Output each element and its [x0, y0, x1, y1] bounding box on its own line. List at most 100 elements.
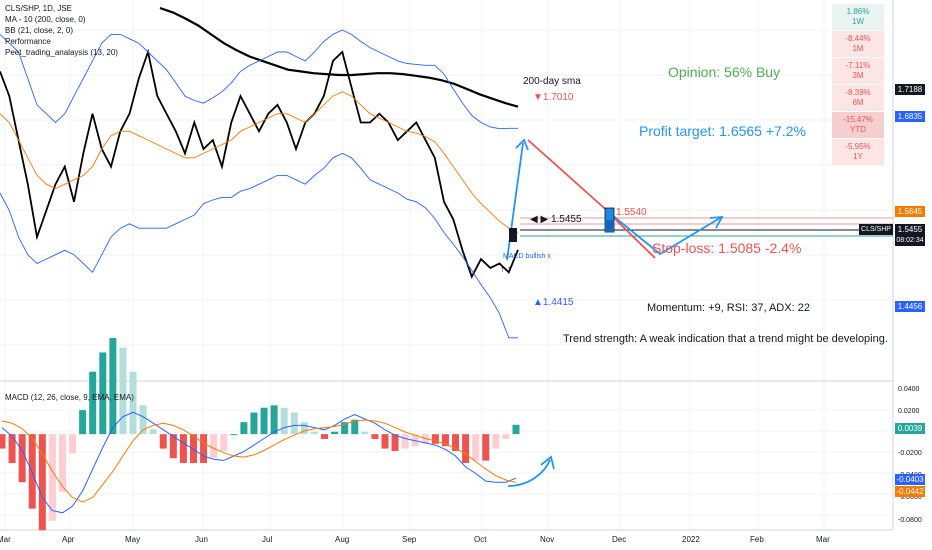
grid	[0, 0, 893, 530]
trend-strength-text: Trend strength: A weak indication that a…	[563, 333, 888, 345]
series-bb-lower[interactable]	[0, 152, 518, 339]
time-axis-label: Apr	[62, 535, 75, 544]
price-tag: 1.5455 08:02:34	[895, 224, 925, 246]
macd-histogram-bar	[250, 412, 258, 435]
macd-histogram-bar	[361, 431, 369, 435]
macd-histogram-bar	[210, 434, 218, 459]
macd-tag: -0.0442	[895, 486, 925, 497]
macd-histogram-bar	[240, 422, 248, 435]
symbol-tag: CLS/SHP	[859, 224, 893, 235]
sma-label: 200-day sma	[523, 76, 581, 87]
series-ma-200[interactable]	[159, 6, 519, 108]
arrow-marks: ↑ ↑	[500, 264, 512, 274]
high-marker: ▼1.7010	[533, 92, 574, 103]
macd-tag: -0.0403	[895, 474, 925, 485]
macd-axis-tick: 0.0200	[898, 408, 920, 415]
performance-cell-6m: -8.39% 6M	[832, 85, 884, 111]
performance-cell-3m: -7.11% 3M	[832, 58, 884, 84]
macd-histogram-bar	[169, 434, 177, 459]
current-marker: ◀ ▶ 1.5455	[530, 214, 582, 225]
time-axis-label: Jun	[195, 535, 208, 544]
macd-line-signal[interactable]	[1, 419, 517, 503]
time-axis-label: Jul	[262, 535, 273, 544]
macd-histogram-bar	[179, 434, 187, 463]
position-boxes[interactable]	[509, 207, 615, 242]
macd-histogram-bar	[280, 407, 288, 435]
macd-histogram-bar	[441, 434, 449, 447]
macd-title[interactable]: MACD (12, 26, close, 9, EMA, EMA)	[5, 393, 134, 402]
stop-loss-text: Stop-loss: 1.5085 -2.4%	[652, 240, 802, 256]
macd-histogram-bar	[462, 434, 470, 463]
macd-histogram-bar	[159, 434, 167, 449]
performance-period: 1W	[852, 17, 864, 26]
series-bb-basis[interactable]	[0, 91, 519, 234]
time-axis-label: Sep	[402, 535, 417, 544]
profit-target-text: Profit target: 1.6565 +7.2%	[639, 123, 806, 139]
macd-histogram-bar	[321, 434, 329, 439]
performance-pct: -8.39%	[845, 88, 871, 97]
legend-symbol[interactable]: CLS/SHP, 1D, JSE	[5, 4, 72, 13]
macd-histogram-bar	[401, 434, 409, 449]
performance-cell-1y: -5.95% 1Y	[832, 139, 884, 165]
macd-histogram-bar	[129, 371, 137, 435]
momentum-text: Momentum: +9, RSI: 37, ADX: 22	[647, 302, 810, 314]
performance-cell-1w: 1.86% 1W	[832, 4, 884, 30]
low-marker: ▲1.4415	[533, 297, 574, 308]
series-cls-shp[interactable]	[0, 48, 519, 279]
macd-histogram-bar	[512, 424, 520, 435]
time-axis-label: Dec	[612, 535, 627, 544]
macd-histogram-bar	[260, 407, 268, 435]
performance-cell-ytd: -15.47% YTD	[832, 112, 884, 138]
macd-axis-tick: -0.0200	[898, 450, 922, 457]
performance-pct: -15.47%	[843, 115, 873, 124]
macd-histogram-bar	[220, 434, 228, 451]
macd-histogram-bar	[119, 347, 127, 435]
macd-histogram-bar	[99, 352, 107, 435]
macd-histogram-bar	[200, 434, 208, 463]
performance-period: YTD	[850, 125, 866, 134]
macd-axis-tick: -0.0600	[898, 494, 922, 501]
time-axis-label: Oct	[474, 535, 487, 544]
legend-peet[interactable]: Peet_trading_analaysis (13, 20)	[5, 48, 118, 57]
series-bb-upper[interactable]	[0, 29, 518, 130]
macd-histogram-bar	[351, 419, 359, 435]
price-tag-time: 08:02:34	[896, 237, 924, 244]
macd-axis-tick: -0.0800	[898, 517, 922, 524]
macd-histogram-bar	[502, 434, 510, 439]
macd-histogram-bar	[290, 412, 298, 435]
performance-period: 3M	[852, 71, 864, 80]
time-axis-label: Mar	[816, 535, 830, 544]
time-axis-label: Feb	[750, 535, 764, 544]
time-axis-label: 2022	[682, 535, 700, 544]
macd-histogram-bar	[189, 434, 197, 463]
price-tag: 1.5645	[895, 206, 925, 217]
legend-performance[interactable]: Performance	[5, 37, 51, 46]
time-axis-label: May	[125, 535, 141, 544]
macd-histogram-bar	[371, 434, 379, 439]
macd-histogram-bar	[48, 434, 56, 521]
legend-ma[interactable]: MA - 10 (200, close, 0)	[5, 15, 86, 24]
macd-histogram-bar	[18, 434, 26, 483]
macd-histogram-bar	[431, 434, 439, 444]
box-price-label: 1.5540	[616, 207, 647, 218]
macd-histogram-bar	[472, 434, 480, 461]
performance-period: 1Y	[853, 152, 863, 161]
macd-histogram-bar	[79, 410, 87, 435]
performance-pct: 1.86%	[846, 7, 870, 16]
performance-pct: -5.95%	[845, 142, 871, 151]
macd-line-macd[interactable]	[1, 411, 517, 514]
macd-histogram-bar	[270, 405, 278, 435]
macd-histogram-bar	[149, 429, 157, 435]
macd-histogram-bar	[230, 434, 238, 436]
macd-histogram-bar	[38, 434, 46, 531]
macd-histogram-bar	[482, 434, 490, 461]
performance-cell-1m: -8.44% 1M	[832, 31, 884, 57]
legend-bb[interactable]: BB (21, close, 2, 0)	[5, 26, 74, 35]
macd-histogram-bar	[310, 431, 318, 435]
price-tag: 1.6835	[895, 111, 925, 122]
macd-histogram-bar	[69, 434, 77, 454]
macd-axis-tick: 0.0400	[898, 386, 920, 393]
macd-histogram-bar	[452, 434, 460, 451]
